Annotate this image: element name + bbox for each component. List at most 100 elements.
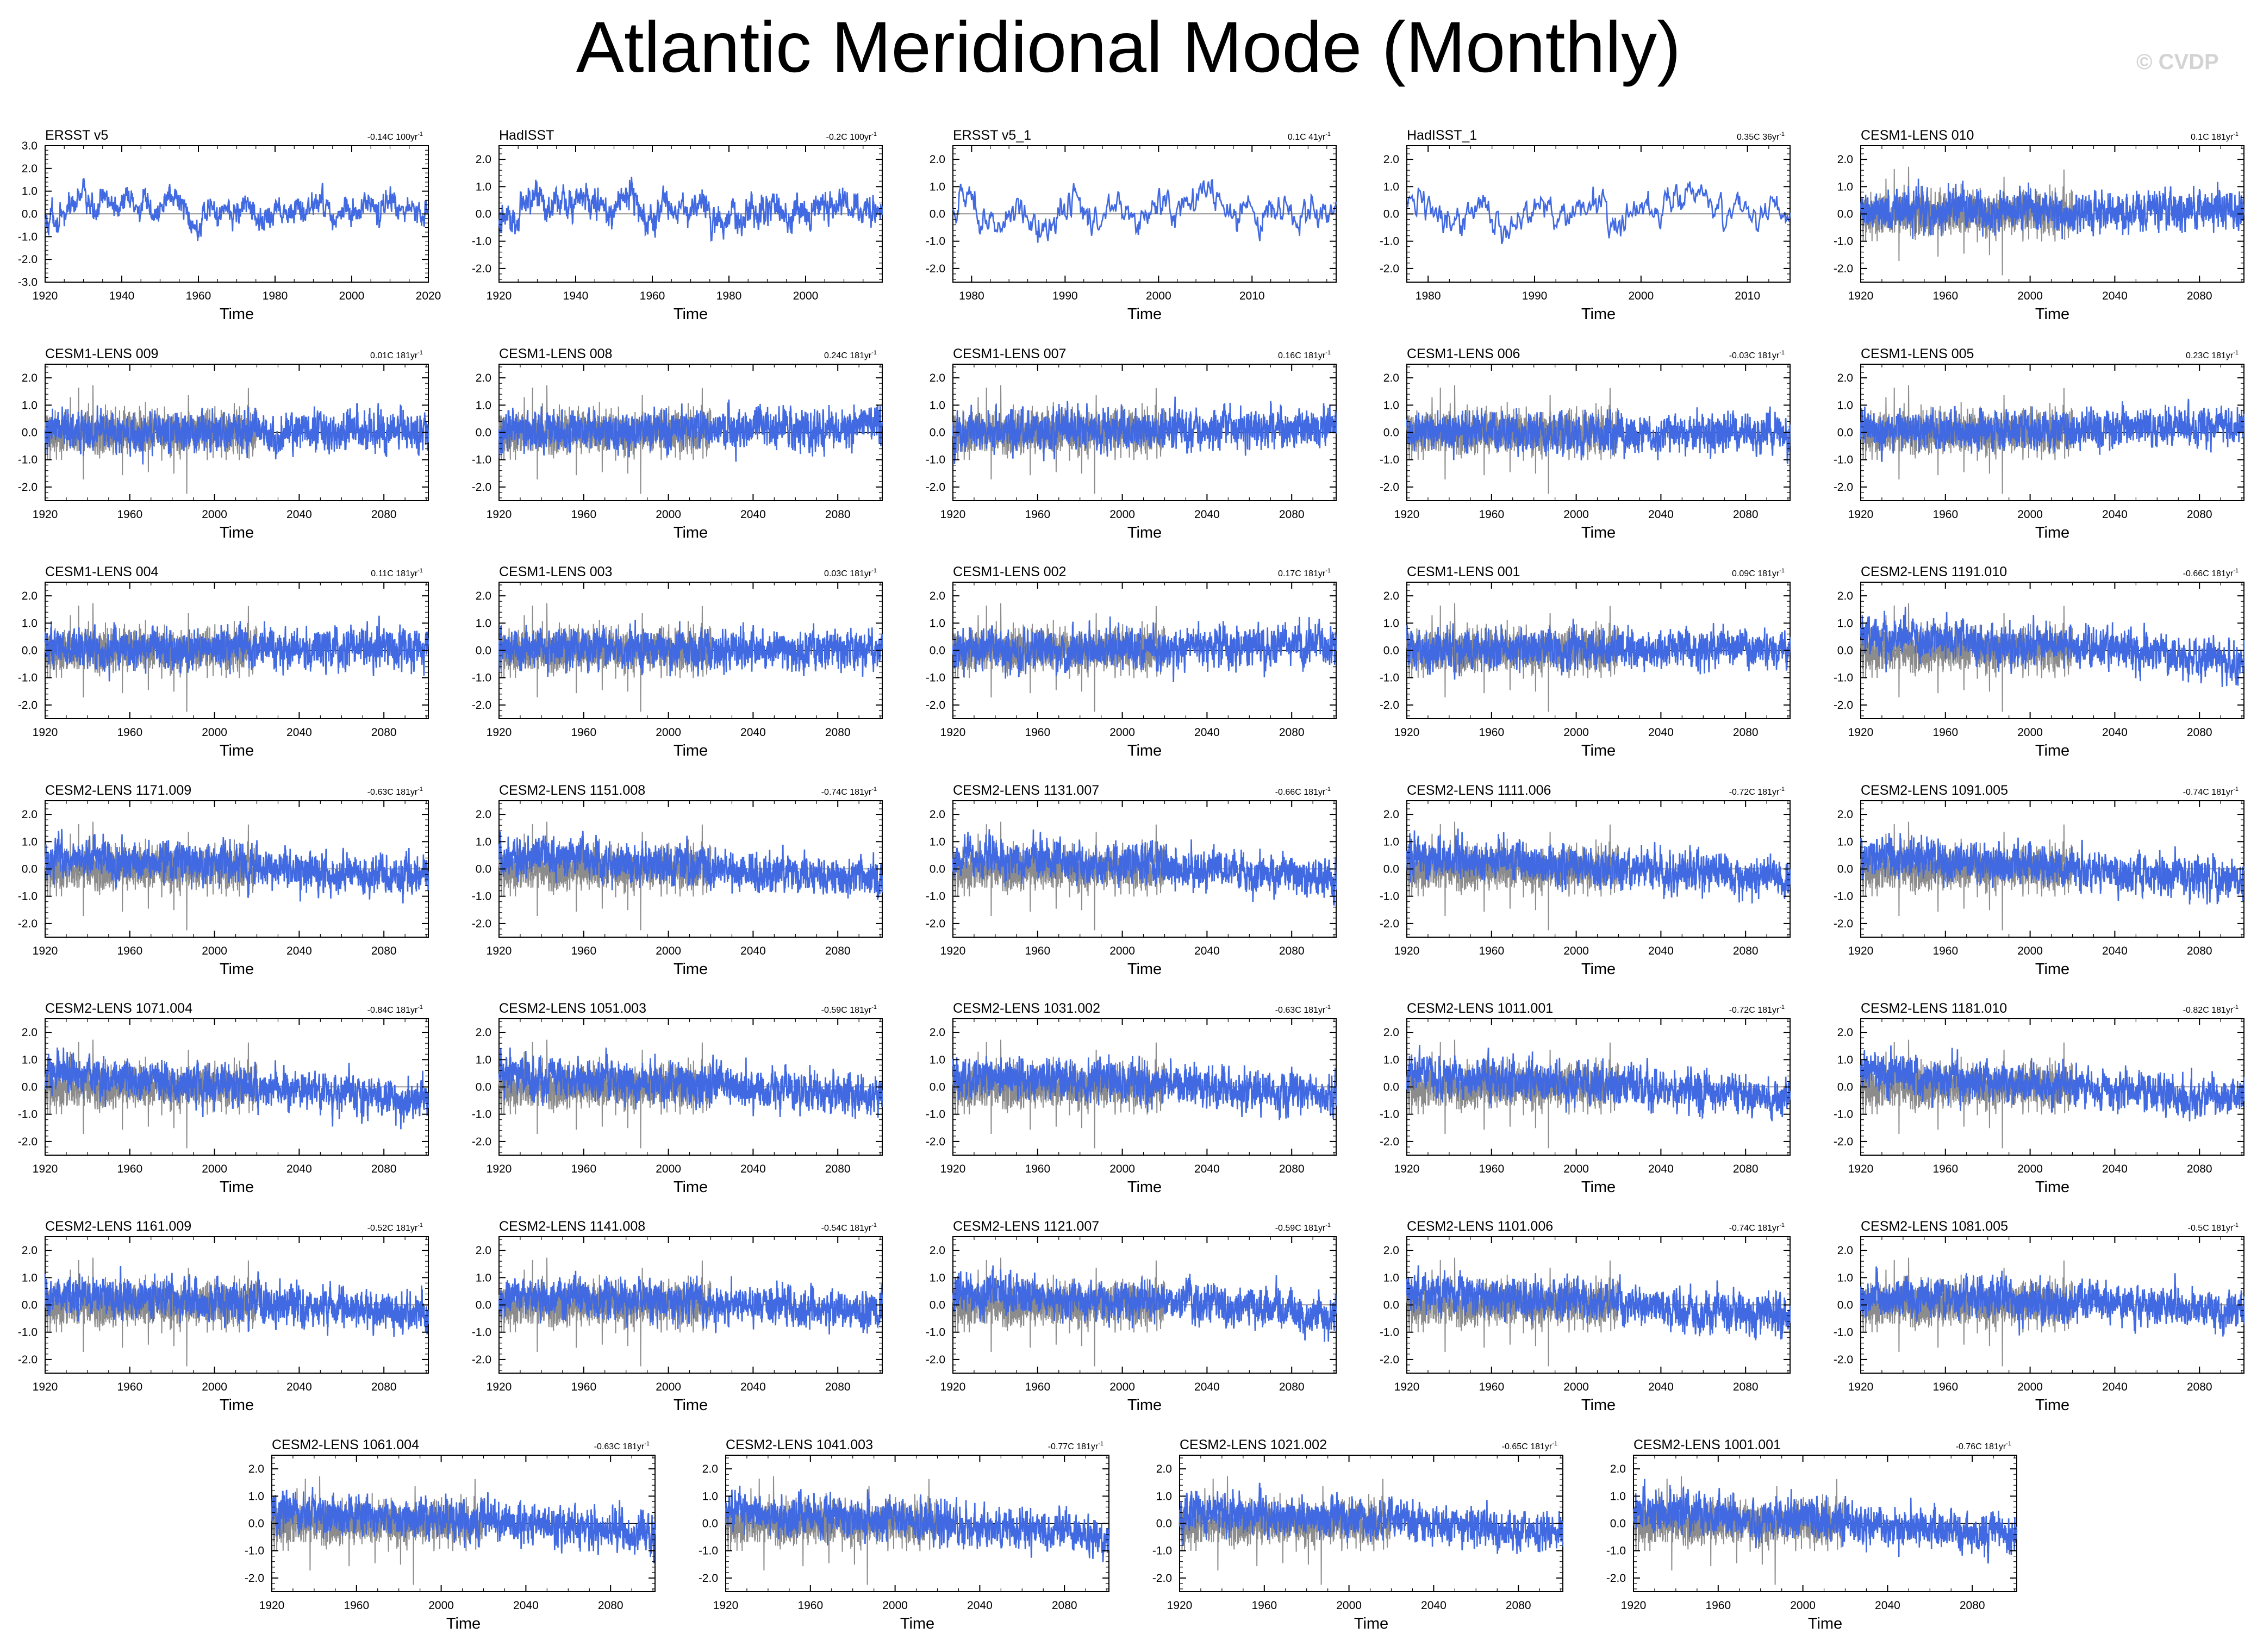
chart-panel: 2.0 1.0 0.0 -1.0 -2.0 1920 1960 2000 2040 2080 CES…	[1834, 128, 2245, 323]
y-tick-label: 1.0	[930, 180, 945, 193]
y-tick-label: -2.0	[472, 481, 491, 494]
y-tick-label: 1.0	[930, 399, 945, 412]
chart-panel: 2.0 1.0 0.0 -1.0 -2.0 1920 1960 2000 2040 2080 CES…	[1834, 564, 2245, 759]
x-tick-label: 1960	[1025, 726, 1050, 739]
y-tick-label: 0.0	[930, 208, 945, 221]
y-tick-label: 1.0	[1383, 1271, 1399, 1284]
y-tick-label: 2.0	[1383, 372, 1399, 384]
x-axis-label: Time	[2035, 306, 2069, 323]
y-tick-label: -2.0	[1606, 1572, 1626, 1585]
trend-label: -0.63C 181yr-1	[367, 786, 423, 797]
x-tick-label: 1960	[117, 1163, 142, 1175]
x-tick-label: 2080	[1279, 726, 1305, 739]
x-tick-label: 1920	[1394, 1163, 1420, 1175]
y-tick-label: 2.0	[930, 808, 945, 821]
y-tick-label: -1.0	[1152, 1545, 1172, 1557]
y-tick-label: 0.0	[1383, 208, 1399, 221]
model-series-line	[952, 1265, 1337, 1342]
x-tick-label: 1960	[186, 290, 211, 302]
x-tick-label: 2080	[1733, 726, 1759, 739]
panel-title: CESM1-LENS 008	[499, 346, 612, 361]
x-tick-label: 1920	[940, 1381, 966, 1393]
y-tick-label: -1.0	[926, 890, 945, 903]
y-tick-label: 2.0	[702, 1463, 718, 1475]
y-tick-label: -2.0	[926, 699, 945, 712]
y-tick-label: -1.0	[472, 890, 491, 903]
y-tick-label: 0.0	[476, 645, 491, 657]
chart-panel: 2.0 1.0 0.0 -1.0 -2.0 1920 1960 2000 2040 2080 CES…	[1606, 1437, 2018, 1632]
y-tick-label: 0.0	[1837, 427, 1853, 439]
y-tick-label: -1.0	[699, 1545, 718, 1557]
model-series-line	[44, 1047, 429, 1130]
y-tick-label: 1.0	[1837, 617, 1853, 629]
y-tick-label: -2.0	[18, 1136, 38, 1148]
x-tick-label: 2080	[1279, 1163, 1305, 1175]
trend-label: -0.52C 181yr-1	[367, 1222, 423, 1233]
y-tick-label: 2.0	[1837, 1026, 1853, 1039]
x-tick-label: 1960	[1025, 508, 1050, 521]
panel-title: CESM1-LENS 006	[1407, 346, 1520, 361]
x-tick-label: 1920	[1848, 290, 1874, 302]
x-tick-label: 1960	[117, 1381, 142, 1393]
x-tick-label: 2000	[1563, 1381, 1589, 1393]
x-tick-label: 2040	[1194, 1163, 1220, 1175]
model-series-line	[44, 828, 429, 903]
x-tick-label: 1960	[1479, 726, 1504, 739]
trend-label: -0.74C 181yr-1	[821, 786, 877, 797]
y-tick-label: -1.0	[245, 1545, 264, 1557]
y-tick-label: -1.0	[1380, 1108, 1399, 1121]
y-tick-label: 2.0	[22, 1026, 38, 1039]
y-tick-label: -1.0	[1380, 454, 1399, 466]
model-series-line	[1406, 828, 1791, 904]
x-axis-label: Time	[446, 1615, 481, 1632]
x-tick-label: 1920	[487, 290, 512, 302]
y-tick-label: 1.0	[22, 1271, 38, 1284]
y-tick-label: -1.0	[1834, 672, 1853, 684]
x-tick-label: 2080	[1960, 1599, 1985, 1612]
x-tick-label: 2040	[2102, 1381, 2128, 1393]
x-tick-label: 1920	[1848, 508, 1874, 521]
panel-title: CESM2-LENS 1101.006	[1407, 1219, 1553, 1234]
y-tick-label: 2.0	[476, 372, 491, 384]
y-tick-label: 1.0	[1610, 1490, 1626, 1503]
chart-panel: 2.0 1.0 0.0 -1.0 -2.0 1920 1960 2000 2040 2080 CES…	[1152, 1437, 1564, 1632]
y-tick-label: -2.0	[1834, 1136, 1853, 1148]
x-tick-label: 2040	[2102, 290, 2128, 302]
model-series-line	[1179, 1482, 1564, 1554]
x-tick-label: 2040	[286, 1163, 312, 1175]
x-tick-label: 1960	[117, 508, 142, 521]
model-series-line	[44, 403, 429, 465]
chart-panel: 2.0 1.0 0.0 -1.0 -2.0 1920 1960 2000 2040 2080 CES…	[18, 1219, 429, 1414]
x-axis-label: Time	[220, 961, 254, 978]
x-tick-label: 1920	[1394, 726, 1420, 739]
y-tick-label: -2.0	[472, 1354, 491, 1366]
x-tick-label: 2040	[740, 1163, 766, 1175]
y-tick-label: 2.0	[930, 153, 945, 166]
y-tick-label: 0.0	[22, 1299, 38, 1312]
x-tick-label: 2000	[2017, 1381, 2043, 1393]
model-series-line	[44, 615, 429, 682]
x-tick-label: 2080	[1733, 945, 1759, 957]
y-tick-label: -1.0	[1834, 1108, 1853, 1121]
y-tick-label: -1.0	[472, 672, 491, 684]
model-series-line	[1860, 178, 2245, 240]
x-tick-label: 2000	[339, 290, 365, 302]
y-tick-label: -2.0	[699, 1572, 718, 1585]
x-tick-label: 2040	[286, 1381, 312, 1393]
y-tick-label: 0.0	[930, 427, 945, 439]
x-tick-label: 2000	[2017, 508, 2043, 521]
trend-label: 0.16C 181yr-1	[1278, 350, 1331, 360]
panel-title: CESM2-LENS 1141.008	[499, 1219, 645, 1234]
y-tick-label: 1.0	[22, 836, 38, 848]
trend-label: -0.84C 181yr-1	[367, 1004, 423, 1015]
y-tick-label: -2.0	[472, 1136, 491, 1148]
y-tick-label: 1.0	[22, 617, 38, 629]
x-tick-label: 2080	[371, 726, 397, 739]
y-tick-label: 2.0	[22, 372, 38, 384]
x-axis-label: Time	[1127, 1397, 1162, 1414]
chart-panel: 2.0 1.0 0.0 -1.0 -2.0 1920 1960 2000 2040 2080 CES…	[1380, 346, 1791, 541]
x-axis-label: Time	[220, 524, 254, 541]
panel-title: CESM2-LENS 1011.001	[1407, 1001, 1553, 1016]
y-tick-label: -2.0	[1380, 481, 1399, 494]
